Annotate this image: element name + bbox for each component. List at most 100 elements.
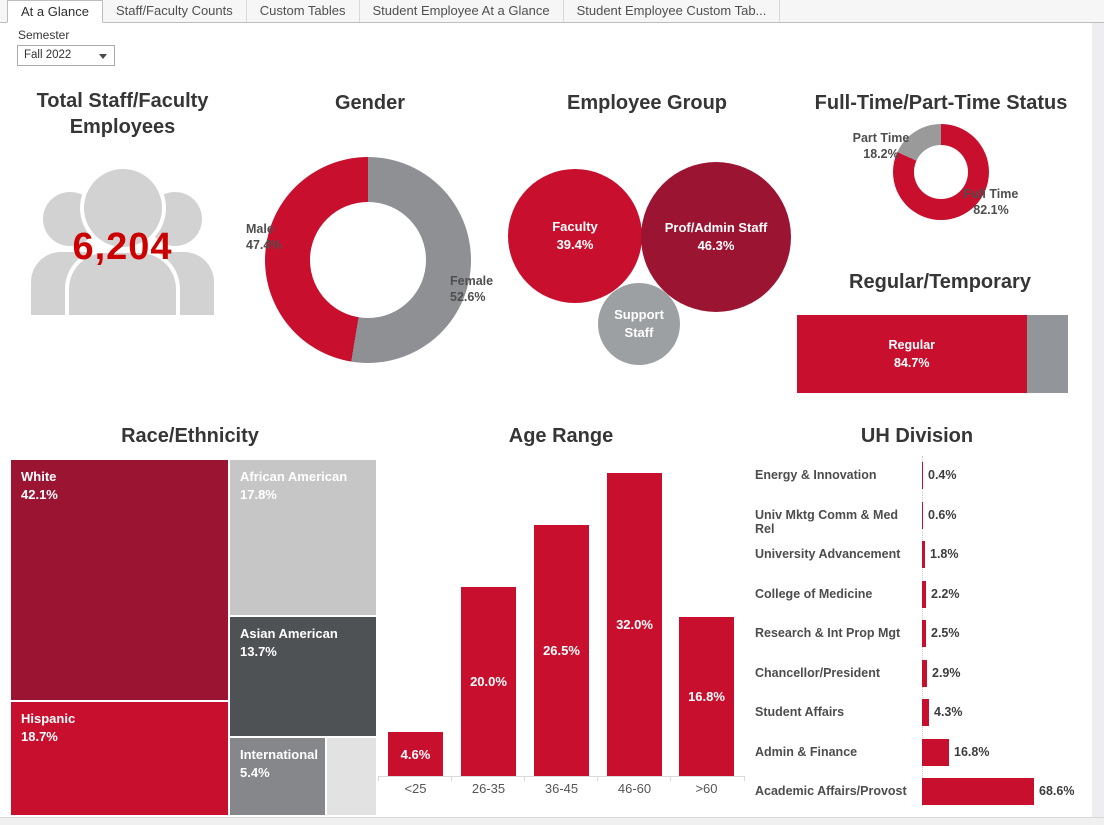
person-icon — [69, 253, 176, 315]
division-row-label: University Advancement — [755, 547, 901, 561]
treemap-block-international[interactable]: International 5.4% — [230, 738, 325, 815]
age-category-label: <25 — [404, 781, 427, 796]
division-row-label: Student Affairs — [755, 705, 845, 719]
race-ethnicity-title: Race/Ethnicity — [121, 425, 259, 447]
bar-value-label: 32.0% — [616, 616, 653, 632]
axis-tick — [451, 776, 452, 781]
ftpt-title: Full-Time/Part-Time Status — [814, 92, 1068, 114]
treemap-label: Hispanic — [21, 711, 76, 726]
prof-admin-bubble-value: 46.3% — [697, 238, 735, 253]
treemap-value: 18.7% — [21, 729, 58, 744]
division-bar[interactable] — [922, 502, 923, 529]
treemap-label: African American — [240, 469, 348, 484]
age-category-label: 26-35 — [471, 781, 506, 796]
age-bar-46-60[interactable]: 32.0% — [607, 472, 662, 776]
division-row-label: Academic Affairs/Provost — [755, 784, 907, 798]
ftpt-donut-chart[interactable] — [893, 124, 989, 220]
division-bar[interactable] — [922, 660, 927, 687]
division-bar[interactable] — [922, 581, 926, 608]
division-bar-value: 1.8% — [930, 547, 959, 561]
right-canvas-edge — [1092, 23, 1104, 825]
division-row-label: Energy & Innovation — [755, 468, 877, 482]
axis-tick — [670, 776, 671, 781]
treemap-block-asian-american[interactable]: Asian American 13.7% — [230, 617, 376, 736]
age-bar-26-35[interactable]: 20.0% — [461, 586, 516, 776]
regular-bar-segment[interactable]: Regular 84.7% — [797, 315, 1027, 393]
treemap-block-other[interactable] — [327, 738, 376, 815]
treemap-value: 42.1% — [21, 487, 58, 502]
donut-hole — [310, 202, 426, 318]
prof-admin-bubble-label: Prof/Admin Staff — [664, 220, 768, 235]
regular-segment-label: Regular — [888, 338, 936, 352]
tab-student-employee-at-a-glance[interactable]: Student Employee At a Glance — [360, 0, 564, 22]
treemap-label: White — [21, 469, 57, 484]
age-bar-36-45[interactable]: 26.5% — [534, 525, 589, 776]
division-bar[interactable] — [922, 699, 929, 726]
faculty-bubble-label: Faculty — [552, 219, 598, 234]
gender-donut-chart[interactable] — [265, 157, 471, 363]
treemap-block-hispanic[interactable]: Hispanic 18.7% — [11, 702, 228, 815]
division-bar-value: 2.5% — [931, 626, 960, 640]
axis-tick — [524, 776, 525, 781]
support-bubble-label: Support — [614, 307, 664, 322]
total-employees-value: 6,204 — [72, 226, 173, 268]
prof-admin-staff-bubble[interactable]: Prof/Admin Staff 46.3% — [641, 162, 791, 312]
division-bar[interactable] — [922, 620, 927, 647]
division-row-label: Admin & Finance — [755, 745, 858, 759]
semester-filter-label: Semester — [18, 28, 70, 42]
people-group-icon: 6,204 — [31, 160, 214, 315]
age-x-axis — [378, 776, 745, 777]
division-bar[interactable] — [922, 541, 925, 568]
full-time-slice-label: Full Time 82.1% — [963, 187, 1019, 217]
division-bar-value: 0.6% — [928, 508, 957, 522]
treemap-value: 13.7% — [240, 644, 277, 659]
treemap-value: 5.4% — [240, 765, 270, 780]
total-employees-title: Total Staff/Faculty Employees — [36, 90, 209, 138]
age-bar-under-25[interactable]: 4.6% — [388, 732, 443, 776]
division-row-label: College of Medicine — [755, 587, 873, 601]
division-bar-value: 68.6% — [1039, 784, 1075, 798]
division-bar-value: 4.3% — [934, 705, 963, 719]
tab-custom-tables[interactable]: Custom Tables — [247, 0, 360, 22]
support-staff-bubble[interactable]: Support Staff — [598, 283, 680, 365]
axis-tick — [744, 776, 745, 781]
female-slice-label: Female 52.6% — [450, 274, 494, 304]
tab-at-a-glance[interactable]: At a Glance — [7, 0, 103, 23]
division-bar-value: 0.4% — [928, 468, 957, 482]
treemap-block-african-american[interactable]: African American 17.8% — [230, 460, 376, 615]
age-category-label: >60 — [695, 781, 718, 796]
faculty-bubble-value: 39.4% — [556, 237, 594, 252]
division-row-label: Research & Int Prop Mgt — [755, 626, 901, 640]
division-bar-value: 2.9% — [932, 666, 961, 680]
regular-temporary-bar[interactable]: Regular 84.7% — [797, 315, 1068, 393]
division-bar[interactable] — [922, 462, 923, 489]
support-bubble-label: Staff — [624, 325, 654, 340]
division-bar-value: 16.8% — [954, 745, 990, 759]
treemap-block-white[interactable]: White 42.1% — [11, 460, 228, 700]
division-bar-value: 2.2% — [931, 587, 960, 601]
tab-student-employee-custom-tables[interactable]: Student Employee Custom Tab... — [564, 0, 781, 22]
faculty-bubble[interactable]: Faculty 39.4% — [508, 169, 642, 303]
person-icon — [84, 169, 162, 247]
age-range-title: Age Range — [508, 425, 614, 447]
axis-tick — [597, 776, 598, 781]
treemap-label: International — [240, 747, 319, 762]
division-bar[interactable] — [922, 778, 1034, 805]
age-bar-over-60[interactable]: 16.8% — [679, 616, 734, 776]
bar-value-label: 4.6% — [400, 746, 431, 762]
bar-value-label: 20.0% — [470, 673, 507, 689]
division-bar[interactable] — [922, 739, 950, 766]
tab-staff-faculty-counts[interactable]: Staff/Faculty Counts — [103, 0, 247, 22]
bar-value-label: 26.5% — [543, 643, 580, 659]
regular-segment-value: 84.7% — [894, 356, 930, 370]
sheet-tab-bar: At a Glance Staff/Faculty Counts Custom … — [0, 0, 1104, 23]
gender-title: Gender — [334, 92, 406, 114]
semester-dropdown[interactable]: Fall 2022 — [17, 45, 115, 66]
treemap-label: Asian American — [240, 626, 338, 641]
axis-tick — [378, 776, 379, 781]
uh-division-title: UH Division — [860, 425, 974, 447]
semester-dropdown-value: Fall 2022 — [24, 49, 72, 61]
employee-group-title: Employee Group — [566, 92, 728, 114]
bottom-scroll-strip[interactable] — [0, 817, 1104, 825]
treemap-value: 17.8% — [240, 487, 277, 502]
